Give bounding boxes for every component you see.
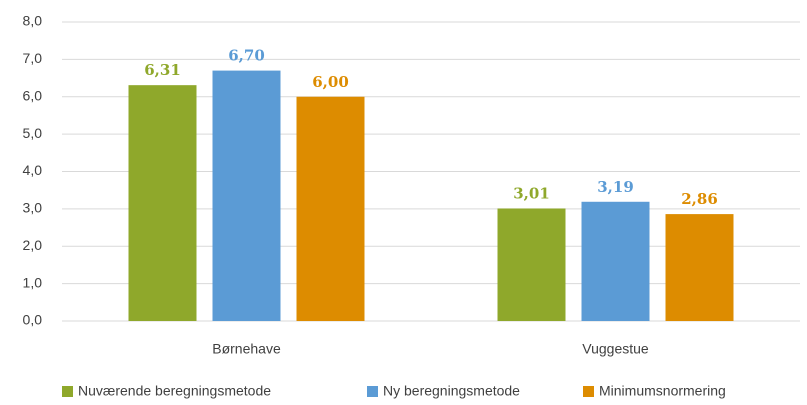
legend-label: Minimumsnormering bbox=[599, 383, 726, 399]
bar bbox=[581, 201, 650, 321]
bar bbox=[212, 70, 281, 322]
legend-swatch bbox=[583, 386, 594, 397]
data-label: 3,01 bbox=[513, 185, 550, 203]
y-tick-label: 0,0 bbox=[23, 312, 43, 328]
bar bbox=[296, 96, 365, 321]
data-label: 6,00 bbox=[312, 73, 349, 91]
bar bbox=[128, 85, 197, 321]
y-tick-label: 6,0 bbox=[23, 87, 43, 103]
x-tick-label: Børnehave bbox=[212, 341, 281, 357]
y-tick-label: 7,0 bbox=[23, 50, 43, 66]
y-tick-label: 8,0 bbox=[23, 13, 43, 29]
y-tick-label: 1,0 bbox=[23, 274, 43, 290]
data-label: 2,86 bbox=[681, 190, 718, 208]
bar bbox=[497, 208, 566, 321]
data-label: 6,70 bbox=[228, 47, 265, 65]
bar bbox=[665, 214, 734, 321]
y-tick-label: 4,0 bbox=[23, 162, 43, 178]
data-label: 3,19 bbox=[597, 178, 634, 196]
data-label: 6,31 bbox=[144, 61, 181, 79]
legend-label: Ny beregningsmetode bbox=[383, 383, 520, 399]
y-tick-label: 5,0 bbox=[23, 125, 43, 141]
y-tick-label: 3,0 bbox=[23, 200, 43, 216]
legend-swatch bbox=[62, 386, 73, 397]
legend-label: Nuværende beregningsmetode bbox=[78, 383, 271, 399]
legend-swatch bbox=[367, 386, 378, 397]
x-tick-label: Vuggestue bbox=[582, 341, 649, 357]
y-tick-label: 2,0 bbox=[23, 237, 43, 253]
